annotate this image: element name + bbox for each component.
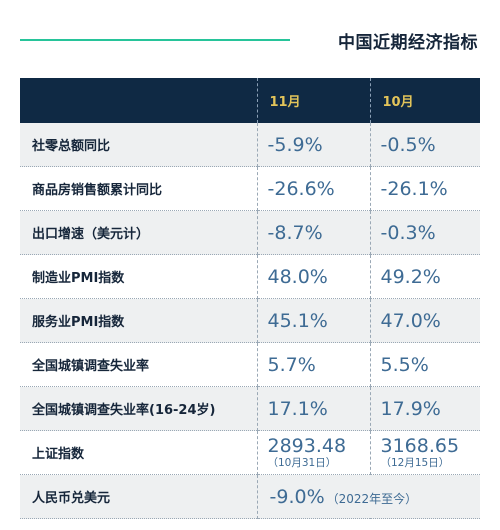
value-october: 5.5% <box>369 342 480 387</box>
value-november: 5.7% <box>256 342 370 387</box>
value-november: -26.6% <box>256 166 370 211</box>
value-october: -0.3% <box>369 210 480 255</box>
value-october: 49.2% <box>369 254 480 299</box>
page-title: 中国近期经济指标 <box>338 33 478 53</box>
row-label: 全国城镇调查失业率(16-24岁) <box>20 386 257 431</box>
table-row: 上证指数 2893.48 （10月31日） 3168.65 （12月15日） <box>20 430 480 475</box>
rmb-change-value: -9.0% <box>269 485 325 508</box>
table-row: 社零总额同比 -5.9% -0.5% <box>20 123 480 167</box>
value-october: 47.0% <box>369 298 480 343</box>
table-row: 全国城镇调查失业率 5.7% 5.5% <box>20 342 480 387</box>
row-label: 上证指数 <box>20 430 257 475</box>
row-label: 制造业PMI指数 <box>20 254 257 299</box>
header-november: 11月 <box>256 78 370 123</box>
table-row: 人民币兑美元 -9.0% （2022年至今） <box>20 474 480 519</box>
value-october: -0.5% <box>369 123 480 167</box>
row-label: 商品房销售额累计同比 <box>20 166 257 211</box>
value-november: 48.0% <box>256 254 370 299</box>
value-november: -8.7% <box>256 210 370 255</box>
row-label: 服务业PMI指数 <box>20 298 257 343</box>
value-november: 45.1% <box>256 298 370 343</box>
value-november: -5.9% <box>256 123 370 167</box>
table-row: 出口增速（美元计） -8.7% -0.3% <box>20 210 480 255</box>
row-label: 全国城镇调查失业率 <box>20 342 257 387</box>
value-november: 2893.48 （10月31日） <box>256 430 370 475</box>
index-value-october: 3168.65 <box>380 434 460 457</box>
rmb-change-period: （2022年至今） <box>326 491 418 506</box>
table-row: 服务业PMI指数 45.1% 47.0% <box>20 298 480 343</box>
row-label: 人民币兑美元 <box>20 474 257 519</box>
value-november: 17.1% <box>256 386 370 431</box>
index-value-november: 2893.48 <box>267 434 347 457</box>
header-accent-line <box>20 39 290 41</box>
value-october: 3168.65 （12月15日） <box>369 430 480 475</box>
row-label: 社零总额同比 <box>20 123 257 167</box>
index-date-october: （12月15日） <box>380 456 450 469</box>
header-october: 10月 <box>369 78 480 123</box>
value-october: -26.1% <box>369 166 480 211</box>
header-indicator-cell <box>20 78 257 123</box>
table-header-row: 11月 10月 <box>20 78 480 123</box>
row-label: 出口增速（美元计） <box>20 210 257 255</box>
table-row: 制造业PMI指数 48.0% 49.2% <box>20 254 480 299</box>
indicator-table: 11月 10月 社零总额同比 -5.9% -0.5% 商品房销售额累计同比 -2… <box>20 78 480 519</box>
table-row: 全国城镇调查失业率(16-24岁) 17.1% 17.9% <box>20 386 480 431</box>
index-date-november: （10月31日） <box>267 456 337 469</box>
value-merged: -9.0% （2022年至今） <box>256 474 480 519</box>
table-row: 商品房销售额累计同比 -26.6% -26.1% <box>20 166 480 211</box>
value-october: 17.9% <box>369 386 480 431</box>
